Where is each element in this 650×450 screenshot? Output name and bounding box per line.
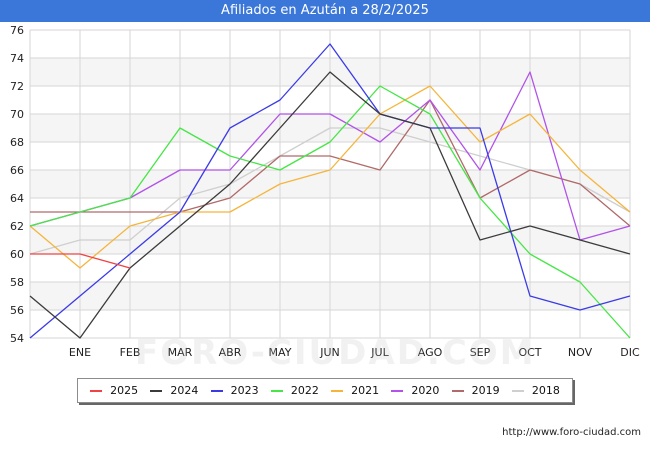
series-line-2022 <box>29 85 631 339</box>
x-tick-label: JUL <box>370 346 389 359</box>
legend-label: 2019 <box>471 384 500 397</box>
series-line-2025 <box>30 253 131 269</box>
y-tick-label: 58 <box>10 276 24 289</box>
legend-swatch <box>90 389 103 392</box>
chart-title: Afiliados en Azután a 28/2/2025 <box>0 0 650 22</box>
x-tick-label: JUN <box>319 346 340 359</box>
legend-item-2018: 2018 <box>511 384 560 397</box>
legend-swatch <box>210 389 223 392</box>
x-tick-label: AGO <box>418 346 443 359</box>
legend-label: 2020 <box>411 384 440 397</box>
legend-label: 2021 <box>351 384 380 397</box>
y-tick-label: 54 <box>10 332 24 345</box>
y-tick-label: 72 <box>10 80 24 93</box>
legend-swatch <box>270 389 283 392</box>
y-tick-label: 64 <box>10 192 24 205</box>
x-tick-label: FEB <box>120 346 141 359</box>
legend-label: 2024 <box>170 384 199 397</box>
legend-swatch <box>331 389 344 392</box>
y-tick-label: 68 <box>10 136 24 149</box>
series-line-2023 <box>29 43 631 339</box>
watermark: FORO-CIUDAD.COM <box>135 333 536 373</box>
legend: 2025 2024 2023 2022 2021 2020 2019 2018 <box>77 378 573 403</box>
series-line-2019 <box>30 99 631 227</box>
legend-item-2019: 2019 <box>451 384 500 397</box>
x-tick-label: OCT <box>518 346 541 359</box>
legend-item-2023: 2023 <box>210 384 259 397</box>
legend-label: 2022 <box>290 384 319 397</box>
legend-item-2025: 2025 <box>90 384 138 397</box>
y-tick-label: 76 <box>10 24 24 37</box>
series-line-2021 <box>29 85 631 269</box>
legend-label: 2018 <box>531 384 560 397</box>
y-tick-label: 62 <box>10 220 24 233</box>
x-tick-label: SEP <box>470 346 491 359</box>
legend-item-2021: 2021 <box>331 384 379 397</box>
x-tick-label: MAY <box>269 346 292 359</box>
x-tick-label: DIC <box>620 346 640 359</box>
x-tick-label: NOV <box>568 346 593 359</box>
legend-item-2022: 2022 <box>270 384 319 397</box>
source-credit: http://www.foro-ciudad.com <box>502 427 641 438</box>
legend-swatch <box>451 389 464 392</box>
y-tick-label: 60 <box>10 248 24 261</box>
legend-swatch <box>150 389 163 392</box>
y-tick-label: 66 <box>10 164 24 177</box>
legend-item-2024: 2024 <box>150 384 198 397</box>
legend-label: 2025 <box>110 384 139 397</box>
y-tick-label: 70 <box>10 108 24 121</box>
x-tick-label: MAR <box>168 346 193 359</box>
x-tick-label: ABR <box>219 346 242 359</box>
y-tick-label: 74 <box>10 52 24 65</box>
legend-swatch <box>511 389 524 392</box>
y-tick-label: 56 <box>10 304 24 317</box>
legend-label: 2023 <box>230 384 259 397</box>
legend-item-2020: 2020 <box>391 384 439 397</box>
legend-swatch <box>391 389 404 392</box>
x-tick-label: ENE <box>69 346 91 359</box>
